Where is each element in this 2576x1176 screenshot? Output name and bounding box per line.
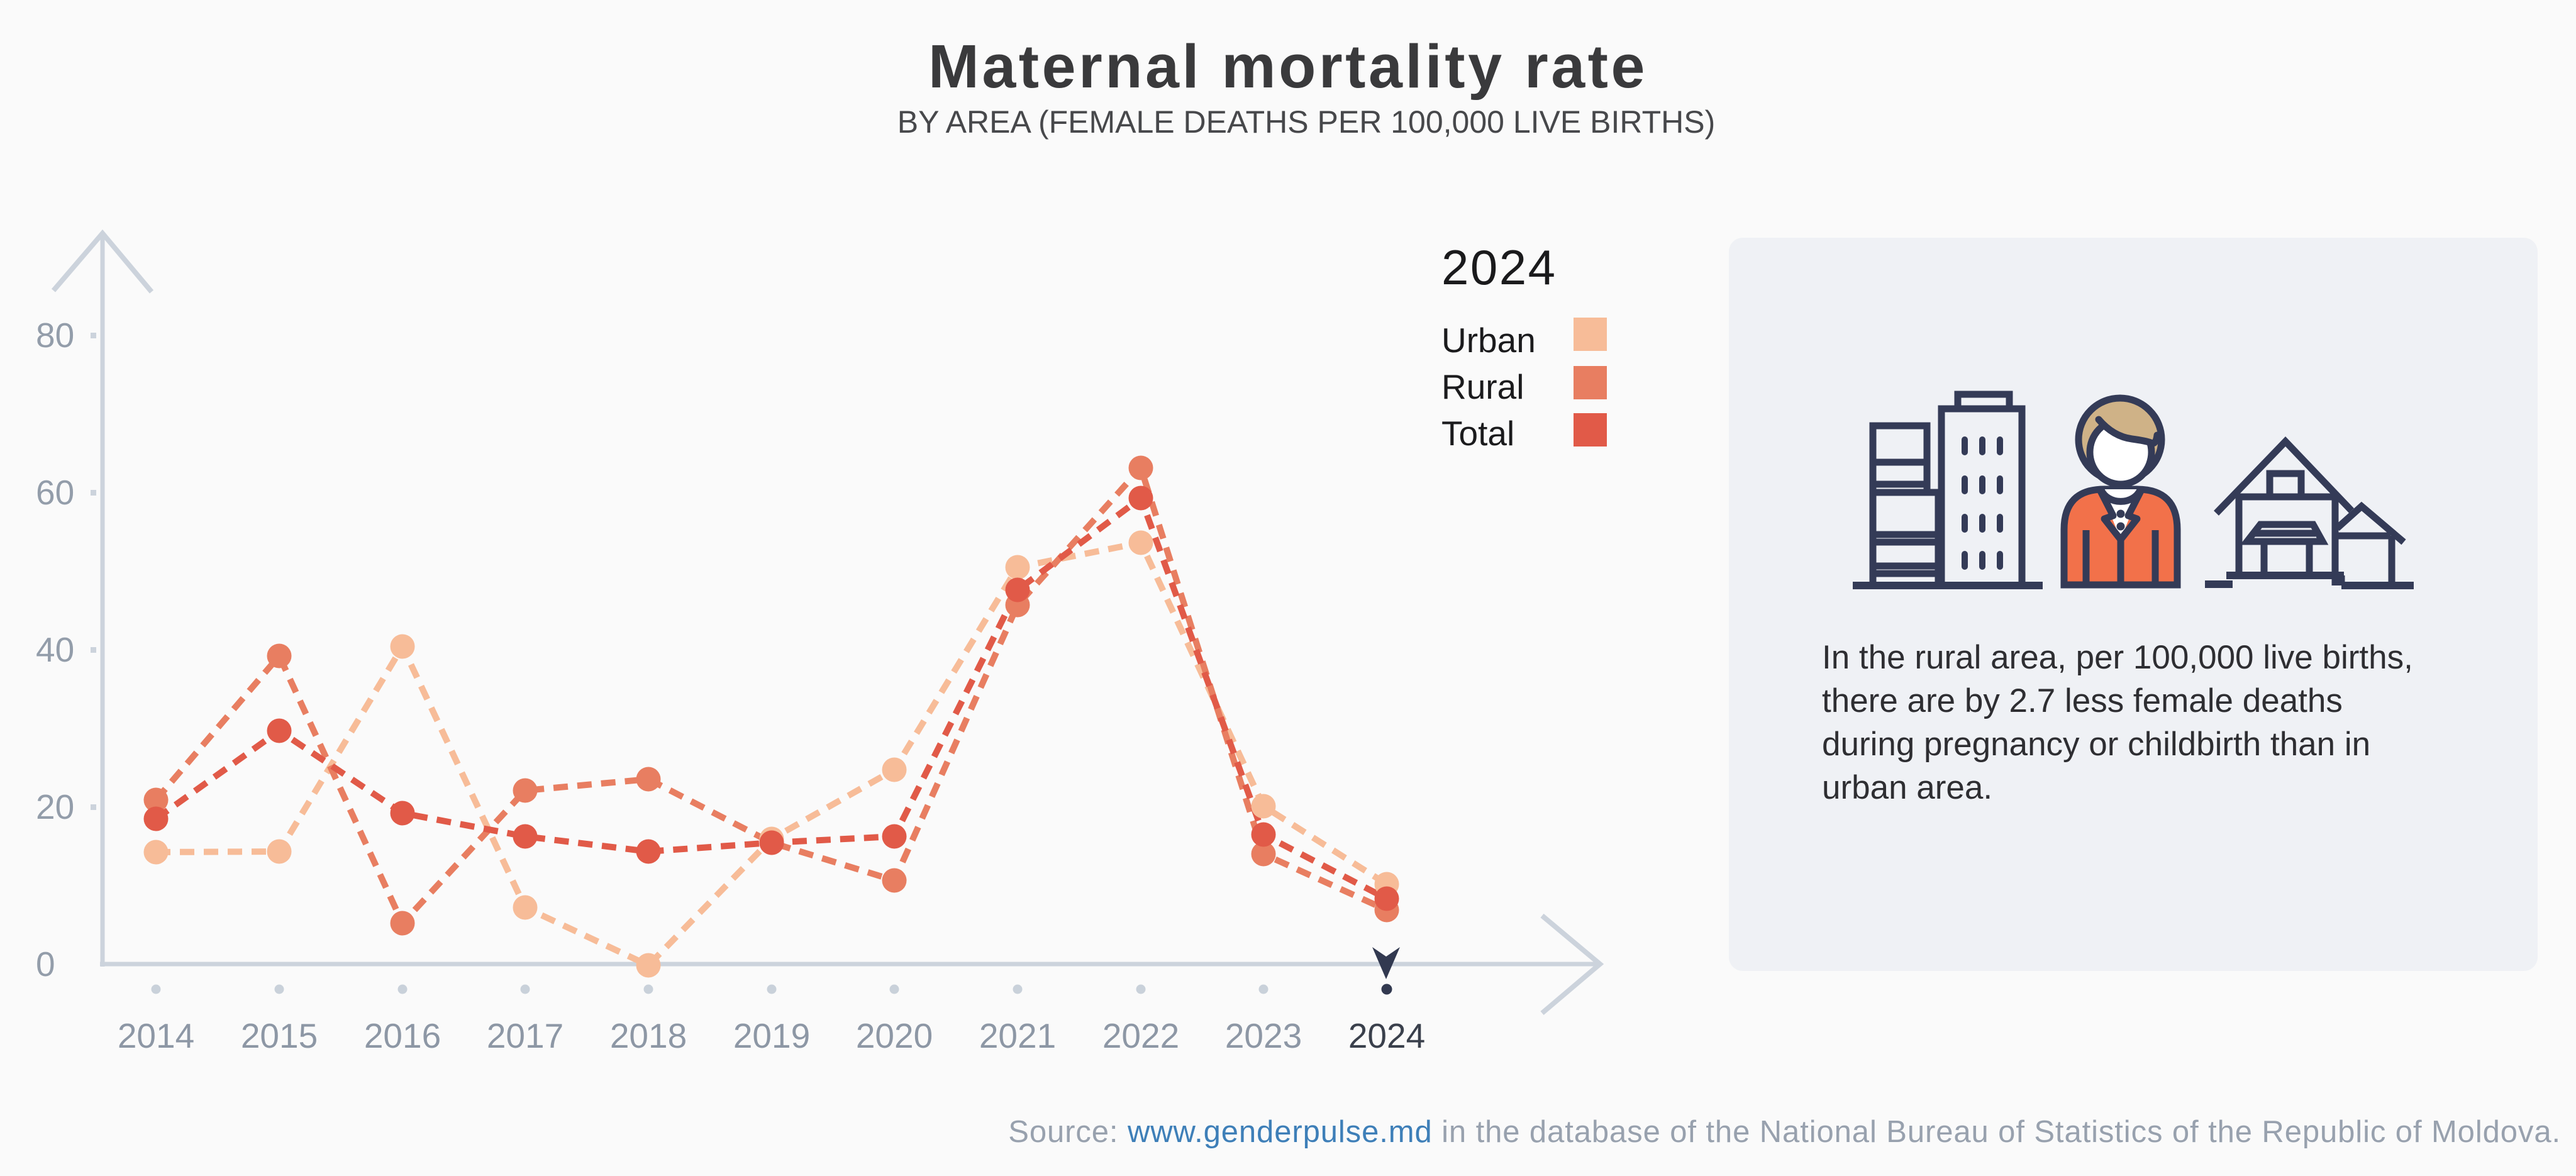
svg-text:2022: 2022 — [1102, 1016, 1179, 1055]
svg-text:80: 80 — [36, 316, 74, 355]
svg-text:2024: 2024 — [1348, 1016, 1425, 1055]
svg-text:2023: 2023 — [1225, 1016, 1302, 1055]
svg-text:2018: 2018 — [610, 1016, 687, 1055]
svg-text:Urban: Urban — [1441, 321, 1536, 360]
svg-text:0: 0 — [36, 945, 55, 984]
svg-text:2019: 2019 — [733, 1016, 810, 1055]
svg-text:2014: 2014 — [118, 1016, 194, 1055]
svg-text:2024: 2024 — [1441, 240, 1557, 295]
svg-text:2015: 2015 — [241, 1016, 318, 1055]
svg-text:20: 20 — [36, 787, 74, 826]
svg-text:Total: Total — [1441, 414, 1514, 453]
svg-text:Rural: Rural — [1441, 367, 1524, 406]
svg-text:60: 60 — [36, 473, 74, 512]
svg-text:2016: 2016 — [364, 1016, 441, 1055]
svg-text:2017: 2017 — [487, 1016, 564, 1055]
svg-text:2021: 2021 — [979, 1016, 1056, 1055]
svg-text:40: 40 — [36, 630, 74, 669]
svg-text:2020: 2020 — [856, 1016, 933, 1055]
